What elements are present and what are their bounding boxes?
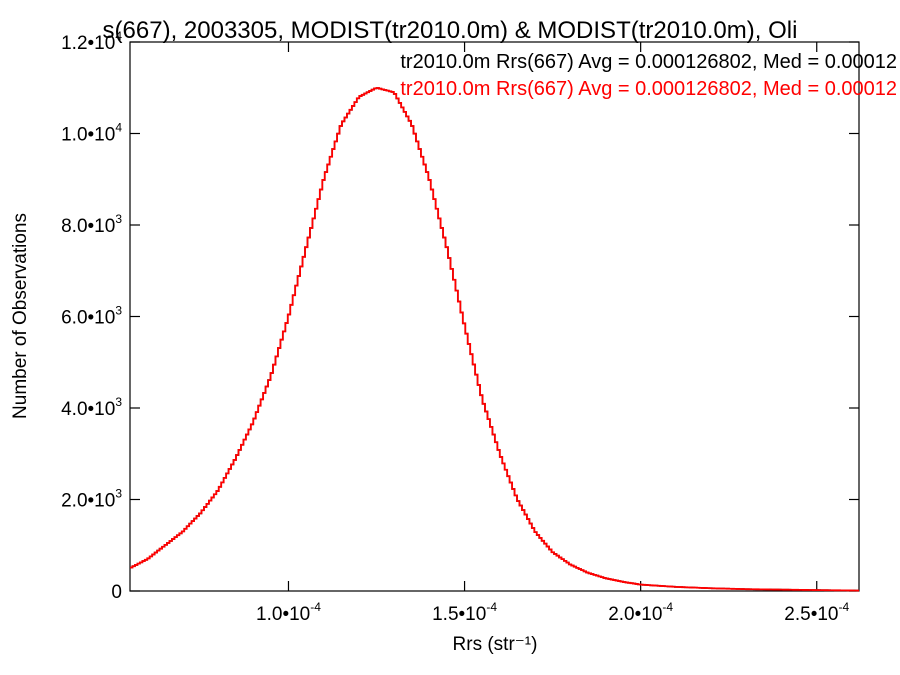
y-tick-label: 8.0•103	[61, 212, 122, 237]
legend-entry-black: tr2010.0m Rrs(667) Avg = 0.000126802, Me…	[400, 51, 897, 73]
y-tick-label: 0	[111, 582, 122, 603]
y-tick-exponent: 4	[115, 29, 122, 43]
y-tick-label: 2.0•103	[61, 487, 122, 512]
x-tick-exponent: -4	[839, 600, 850, 614]
histogram-series-red	[130, 87, 859, 592]
y-tick-mantissa: 4.0	[61, 399, 87, 420]
y-tick-mantissa: 8.0	[61, 216, 87, 237]
y-tick-mantissa: 2.0	[61, 491, 87, 512]
histogram-series-black	[130, 87, 859, 592]
y-tick-mantissa: 1.2	[61, 33, 87, 54]
x-tick-exponent: -4	[486, 600, 497, 614]
x-axis-label: Rrs (str⁻¹)	[453, 634, 538, 655]
x-tick-label: 1.0•10-4	[256, 600, 321, 625]
y-tick-exponent: 3	[115, 212, 122, 226]
y-tick-base: •10	[88, 125, 116, 146]
y-tick-mantissa: 6.0	[61, 308, 87, 329]
y-axis-ticks: 02.0•1034.0•1036.0•1038.0•1031.0•1041.2•…	[61, 29, 859, 603]
x-tick-base: •10	[459, 604, 487, 625]
y-tick-exponent: 3	[115, 304, 122, 318]
y-tick-base: •10	[88, 216, 116, 237]
y-tick-mantissa: 0	[111, 582, 122, 603]
x-tick-label: 2.5•10-4	[784, 600, 849, 625]
y-axis-label: Number of Observations	[10, 213, 31, 419]
y-tick-base: •10	[88, 491, 116, 512]
y-tick-label: 4.0•103	[61, 395, 122, 420]
x-tick-mantissa: 1.5	[432, 604, 458, 625]
x-tick-exponent: -4	[310, 600, 321, 614]
x-tick-label: 1.5•10-4	[432, 600, 497, 625]
legend-entry-red: tr2010.0m Rrs(667) Avg = 0.000126802, Me…	[400, 78, 897, 100]
y-tick-label: 1.2•104	[61, 29, 122, 54]
x-tick-mantissa: 1.0	[256, 604, 282, 625]
x-tick-mantissa: 2.5	[784, 604, 810, 625]
y-tick-base: •10	[88, 399, 116, 420]
y-tick-mantissa: 1.0	[61, 125, 87, 146]
x-tick-base: •10	[811, 604, 839, 625]
x-tick-exponent: -4	[662, 600, 673, 614]
x-tick-label: 2.0•10-4	[608, 600, 673, 625]
x-axis-ticks: 1.0•10-4 1.5•10-4 2.0•10-4 2.5•10-4	[256, 42, 850, 625]
x-tick-mantissa: 2.0	[608, 604, 634, 625]
y-tick-exponent: 3	[115, 487, 122, 501]
y-tick-base: •10	[88, 308, 116, 329]
plot-frame	[129, 41, 860, 592]
y-tick-exponent: 3	[115, 395, 122, 409]
chart-title: s(667), 2003305, MODIST(tr2010.0m) & MOD…	[103, 17, 798, 44]
y-tick-exponent: 4	[115, 121, 122, 135]
series-layer	[130, 87, 859, 592]
x-tick-base: •10	[282, 604, 310, 625]
y-tick-label: 6.0•103	[61, 304, 122, 329]
x-tick-base: •10	[635, 604, 663, 625]
y-tick-label: 1.0•104	[61, 121, 122, 146]
y-tick-base: •10	[88, 33, 116, 54]
